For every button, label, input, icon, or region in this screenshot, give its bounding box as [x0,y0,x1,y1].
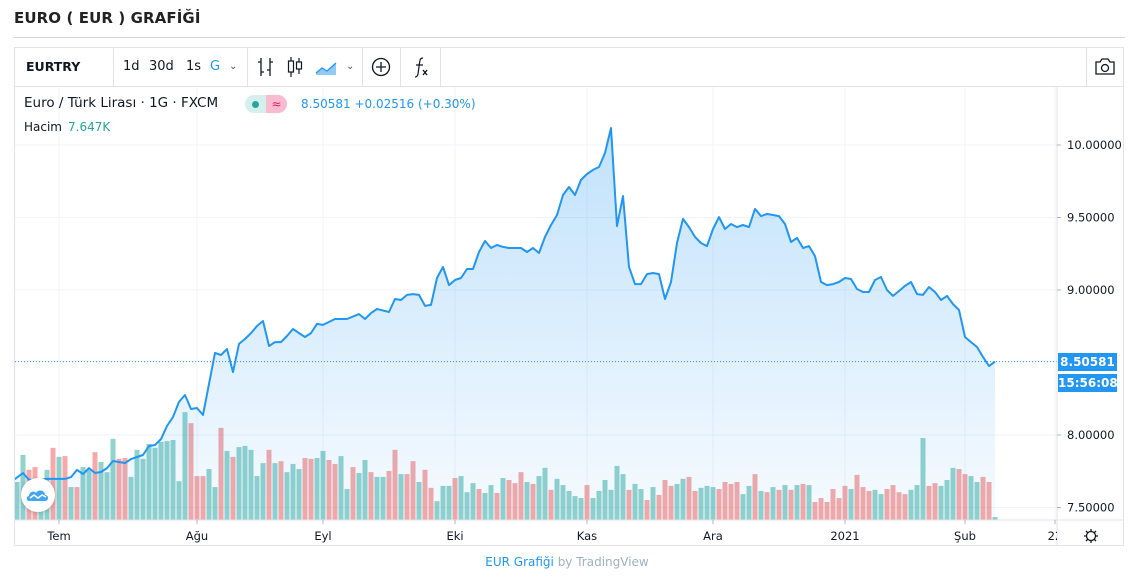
page-title: EURO ( EUR ) GRAFİĞİ [14,9,201,27]
bar-countdown-tag: 15:56:08 [1058,374,1118,392]
price-tick-label: 9.50000 [1067,211,1115,225]
settings-gear-icon[interactable] [1083,528,1099,544]
chart-widget [14,47,1124,546]
interval-30d-button[interactable]: 30d [149,59,174,74]
market-status-badge[interactable]: ≈ [245,95,287,113]
time-tick-label: Eki [446,529,463,543]
legend-price-values: 8.50581 +0.02516 (+0.30%) [301,97,476,111]
title-divider [14,37,1125,38]
interval-g-button[interactable]: G [210,59,221,74]
footer-attribution: EUR Grafiği by TradingView [0,555,1134,569]
legend-change-percent: (+0.30%) [417,97,476,111]
toolbar-separator [247,48,248,86]
function-icon[interactable] [411,48,433,86]
price-tick-label: 7.50000 [1067,501,1115,515]
time-tick-label: Eyl [314,529,331,543]
toolbar-separator [113,48,114,86]
last-price-tag: 8.50581 [1058,353,1117,371]
time-tick-label: Ağu [186,529,208,543]
data-status-icon: ≈ [266,95,287,113]
price-axis[interactable]: 10.00000 9.50000 9.00000 8.00000 7.50000 [1057,138,1122,515]
volume-label: Hacim [24,120,62,134]
time-tick-label: 2021 [830,529,859,543]
bar-chart-icon[interactable] [255,48,277,86]
tradingview-cloud-icon [26,490,48,501]
price-tick-label: 8.00000 [1067,428,1115,442]
toolbar-separator [1086,48,1087,86]
area-chart-icon[interactable] [314,48,338,86]
price-line [15,127,996,481]
chart-toolbar: EURTRY 1d 30d 1s G ⌄ ⌄ [15,48,1123,87]
time-tick-label: Ara [703,529,723,543]
volume-value: 7.647K [68,120,111,134]
candlestick-icon[interactable] [285,48,305,86]
legend-volume[interactable]: Hacim 7.647K [24,120,110,134]
interval-1s-button[interactable]: 1s [186,59,202,74]
interval-1d-button[interactable]: 1d [123,59,140,74]
price-tick-label: 9.00000 [1067,283,1115,297]
time-tick-label: Kas [577,529,597,543]
time-tick-label: Tem [46,529,70,543]
toolbar-separator [362,48,363,86]
chevron-down-icon[interactable]: ⌄ [346,61,355,72]
price-tick-label: 10.00000 [1067,138,1122,152]
footer-by: by TradingView [553,555,649,569]
market-open-dot-icon [245,95,266,113]
tradingview-logo[interactable] [21,478,55,512]
camera-icon[interactable] [1093,48,1117,86]
legend-change: +0.02516 [354,97,415,111]
legend-instrument[interactable]: Euro / Türk Lirası · 1G · FXCM [24,95,219,111]
toolbar-separator [440,48,441,86]
time-tick-label: Şub [954,529,976,543]
time-tick-label: 22 [1048,529,1063,543]
toolbar-separator [400,48,401,86]
chevron-down-icon[interactable]: ⌄ [229,61,238,72]
legend-last-price: 8.50581 [301,97,351,111]
time-axis[interactable]: Tem Ağu Eyl Eki Kas Ara 2021 Şub 22 [46,520,1062,543]
footer-link[interactable]: EUR Grafiği [485,555,554,569]
add-indicator-icon[interactable] [370,48,392,86]
price-area-fill [15,128,995,520]
symbol-search-button[interactable]: EURTRY [26,59,81,74]
